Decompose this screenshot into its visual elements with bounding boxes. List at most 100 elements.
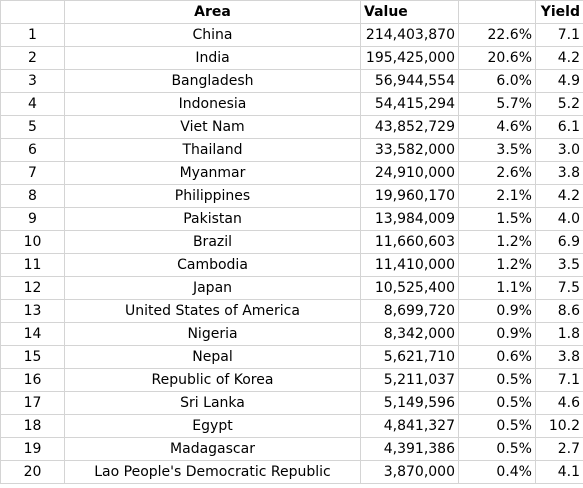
row-index-cell[interactable]: 4 (0, 92, 65, 116)
row-index-cell[interactable]: 14 (0, 322, 65, 346)
share-cell[interactable]: 20.6% (458, 46, 536, 70)
yield-cell[interactable]: 7.5 (535, 276, 583, 300)
share-cell[interactable]: 3.5% (458, 138, 536, 162)
area-cell[interactable]: Sri Lanka (64, 391, 361, 415)
area-cell[interactable]: India (64, 46, 361, 70)
row-index-cell[interactable]: 19 (0, 437, 65, 461)
row-index-cell[interactable]: 16 (0, 368, 65, 392)
yield-cell[interactable]: 6.1 (535, 115, 583, 139)
row-index-cell[interactable]: 17 (0, 391, 65, 415)
area-cell[interactable]: Madagascar (64, 437, 361, 461)
share-cell[interactable]: 0.9% (458, 322, 536, 346)
value-cell[interactable]: 4,841,327 (360, 414, 459, 438)
yield-cell[interactable]: 4.9 (535, 69, 583, 93)
value-cell[interactable]: 33,582,000 (360, 138, 459, 162)
row-index-cell[interactable]: 8 (0, 184, 65, 208)
share-cell[interactable]: 22.6% (458, 23, 536, 47)
share-cell[interactable]: 1.2% (458, 230, 536, 254)
row-index-cell[interactable]: 10 (0, 230, 65, 254)
share-cell[interactable]: 0.4% (458, 460, 536, 484)
row-index-cell[interactable]: 1 (0, 23, 65, 47)
row-index-cell[interactable]: 7 (0, 161, 65, 185)
row-index-cell[interactable]: 11 (0, 253, 65, 277)
area-cell[interactable]: Cambodia (64, 253, 361, 277)
header-yield-cell[interactable]: Yield (535, 0, 583, 24)
value-cell[interactable]: 5,621,710 (360, 345, 459, 369)
value-cell[interactable]: 10,525,400 (360, 276, 459, 300)
row-index-cell[interactable]: 15 (0, 345, 65, 369)
area-cell[interactable]: Republic of Korea (64, 368, 361, 392)
value-cell[interactable]: 3,870,000 (360, 460, 459, 484)
row-index-cell[interactable]: 5 (0, 115, 65, 139)
share-cell[interactable]: 0.5% (458, 414, 536, 438)
value-cell[interactable]: 11,410,000 (360, 253, 459, 277)
yield-cell[interactable]: 4.2 (535, 184, 583, 208)
value-cell[interactable]: 214,403,870 (360, 23, 459, 47)
area-cell[interactable]: Pakistan (64, 207, 361, 231)
row-index-cell[interactable]: 3 (0, 69, 65, 93)
area-cell[interactable]: Philippines (64, 184, 361, 208)
value-cell[interactable]: 24,910,000 (360, 161, 459, 185)
area-cell[interactable]: Lao People's Democratic Republic (64, 460, 361, 484)
yield-cell[interactable]: 4.2 (535, 46, 583, 70)
value-cell[interactable]: 54,415,294 (360, 92, 459, 116)
value-cell[interactable]: 13,984,009 (360, 207, 459, 231)
row-index-cell[interactable]: 18 (0, 414, 65, 438)
yield-cell[interactable]: 1.8 (535, 322, 583, 346)
area-cell[interactable]: Japan (64, 276, 361, 300)
share-cell[interactable]: 1.1% (458, 276, 536, 300)
value-cell[interactable]: 8,699,720 (360, 299, 459, 323)
area-cell[interactable]: Brazil (64, 230, 361, 254)
value-cell[interactable]: 43,852,729 (360, 115, 459, 139)
share-cell[interactable]: 5.7% (458, 92, 536, 116)
yield-cell[interactable]: 5.2 (535, 92, 583, 116)
area-cell[interactable]: Egypt (64, 414, 361, 438)
value-cell[interactable]: 4,391,386 (360, 437, 459, 461)
share-cell[interactable]: 2.6% (458, 161, 536, 185)
share-cell[interactable]: 6.0% (458, 69, 536, 93)
yield-cell[interactable]: 4.1 (535, 460, 583, 484)
area-cell[interactable]: Nepal (64, 345, 361, 369)
area-cell[interactable]: Bangladesh (64, 69, 361, 93)
share-cell[interactable]: 0.9% (458, 299, 536, 323)
area-cell[interactable]: Nigeria (64, 322, 361, 346)
share-cell[interactable]: 2.1% (458, 184, 536, 208)
yield-cell[interactable]: 2.7 (535, 437, 583, 461)
area-cell[interactable]: Myanmar (64, 161, 361, 185)
area-cell[interactable]: Thailand (64, 138, 361, 162)
yield-cell[interactable]: 3.8 (535, 161, 583, 185)
row-index-cell[interactable]: 6 (0, 138, 65, 162)
area-cell[interactable]: Viet Nam (64, 115, 361, 139)
yield-cell[interactable]: 7.1 (535, 23, 583, 47)
value-cell[interactable]: 11,660,603 (360, 230, 459, 254)
share-cell[interactable]: 0.5% (458, 391, 536, 415)
row-index-cell[interactable]: 20 (0, 460, 65, 484)
yield-cell[interactable]: 7.1 (535, 368, 583, 392)
yield-cell[interactable]: 3.8 (535, 345, 583, 369)
row-index-cell[interactable]: 2 (0, 46, 65, 70)
value-cell[interactable]: 56,944,554 (360, 69, 459, 93)
yield-cell[interactable]: 6.9 (535, 230, 583, 254)
value-cell[interactable]: 8,342,000 (360, 322, 459, 346)
share-cell[interactable]: 1.5% (458, 207, 536, 231)
header-area-cell[interactable]: Area (64, 0, 361, 24)
share-cell[interactable]: 0.5% (458, 437, 536, 461)
row-index-cell[interactable]: 9 (0, 207, 65, 231)
share-cell[interactable]: 0.6% (458, 345, 536, 369)
value-cell[interactable]: 5,149,596 (360, 391, 459, 415)
area-cell[interactable]: Indonesia (64, 92, 361, 116)
value-cell[interactable]: 5,211,037 (360, 368, 459, 392)
yield-cell[interactable]: 10.2 (535, 414, 583, 438)
area-cell[interactable]: United States of America (64, 299, 361, 323)
yield-cell[interactable]: 3.5 (535, 253, 583, 277)
header-index-cell[interactable] (0, 0, 65, 24)
row-index-cell[interactable]: 12 (0, 276, 65, 300)
area-cell[interactable]: China (64, 23, 361, 47)
share-cell[interactable]: 4.6% (458, 115, 536, 139)
yield-cell[interactable]: 4.0 (535, 207, 583, 231)
yield-cell[interactable]: 8.6 (535, 299, 583, 323)
value-cell[interactable]: 195,425,000 (360, 46, 459, 70)
header-share-cell[interactable] (458, 0, 536, 24)
header-value-cell[interactable]: Value (360, 0, 459, 24)
yield-cell[interactable]: 4.6 (535, 391, 583, 415)
